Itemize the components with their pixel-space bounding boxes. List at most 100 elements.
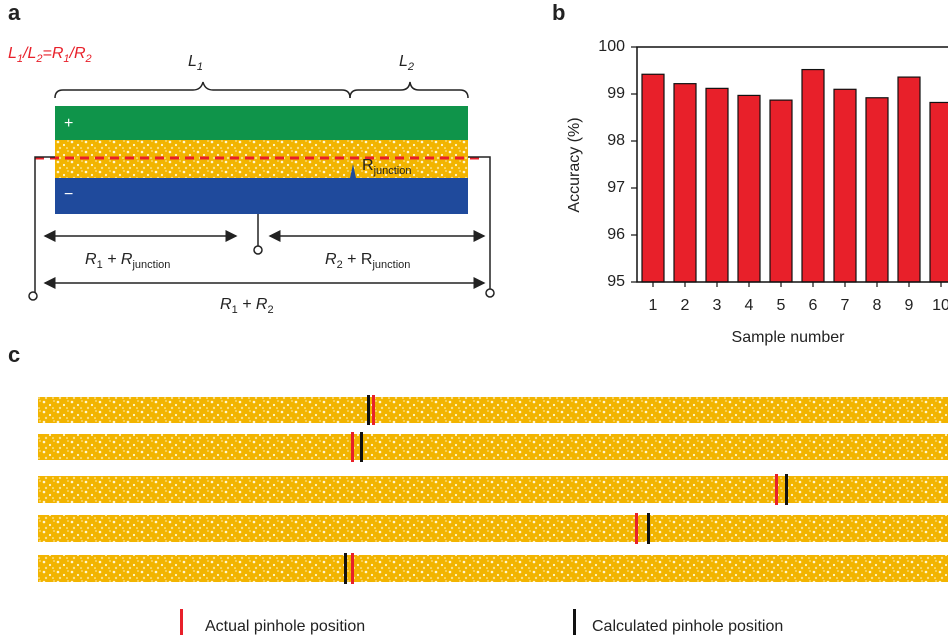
bar [641, 73, 665, 283]
t: 2 [85, 53, 92, 65]
t: R [325, 251, 337, 268]
legend-label: Actual pinhole position [205, 618, 365, 635]
positive-layer [55, 106, 468, 140]
axis-frame [636, 46, 948, 283]
t: 1 [97, 259, 103, 271]
bar [737, 94, 761, 283]
x-tick-label: 7 [841, 297, 850, 314]
actual-marker [351, 432, 354, 462]
bar [801, 68, 825, 283]
t: R [220, 296, 232, 313]
left-resistance: R1 + Rjunction [85, 251, 170, 271]
x-tick-label: 10 [932, 297, 948, 314]
bar [929, 101, 948, 283]
l2-label: L2 [399, 53, 414, 73]
actual-marker [635, 513, 638, 544]
y-tick-label: 98 [607, 132, 625, 149]
panel-c: c Actual pinhole position Calculated pin… [8, 342, 948, 635]
wire [468, 156, 491, 289]
bar [769, 99, 793, 283]
legend-label: Calculated pinhole position [592, 618, 783, 635]
t: R [362, 157, 374, 174]
junction-label: Rjunction [362, 157, 411, 177]
t: 2 [407, 61, 414, 73]
l1-label: L1 [188, 53, 203, 73]
terminal [253, 245, 263, 255]
x-tick-label: 9 [905, 297, 914, 314]
brace [349, 81, 469, 99]
brace [54, 81, 351, 99]
actual-marker [775, 474, 778, 505]
calculated-marker [344, 553, 347, 584]
x-tick-label: 5 [777, 297, 786, 314]
t: 2 [267, 304, 273, 316]
t: + R [343, 251, 373, 268]
minus-sign: − [64, 186, 73, 203]
y-tick-label: 100 [598, 38, 625, 55]
x-tick-label: 6 [809, 297, 818, 314]
t: junction [371, 259, 410, 271]
terminal [485, 288, 495, 298]
y-tick-label: 97 [607, 179, 625, 196]
panel-letter: c [8, 342, 20, 367]
bar [865, 97, 889, 283]
actual-marker [372, 395, 375, 425]
negative-layer [55, 178, 468, 214]
t: L [399, 53, 408, 70]
wire [34, 156, 55, 293]
legend-swatch [180, 609, 183, 635]
y-axis-title: Accuracy (%) [566, 117, 583, 212]
t: 2 [35, 53, 42, 65]
terminal [28, 291, 38, 301]
t: 2 [337, 259, 343, 271]
t: junction [131, 259, 170, 271]
x-tick-label: 2 [681, 297, 690, 314]
right-resistance: R2 + Rjunction [325, 251, 410, 271]
panel-letter: a [8, 0, 21, 25]
t: 1 [63, 53, 69, 65]
actual-marker [351, 553, 354, 584]
t: 1 [232, 304, 238, 316]
y-tick-label: 95 [607, 273, 625, 290]
x-tick-label: 3 [713, 297, 722, 314]
t: R [85, 251, 97, 268]
bar [673, 83, 697, 283]
x-tick-label: 8 [873, 297, 882, 314]
legend-swatch [573, 609, 576, 635]
calculated-marker [367, 395, 370, 425]
strip [38, 515, 948, 542]
t: junction [373, 165, 412, 177]
t: =R [43, 45, 64, 62]
x-axis-title: Sample number [732, 329, 846, 346]
t: 1 [17, 53, 23, 65]
bar [705, 87, 729, 283]
t: + R [238, 296, 268, 313]
ratio-formula: L1/L2=R1/R2 [8, 45, 92, 65]
calculated-marker [785, 474, 788, 505]
panel-letter: b [552, 0, 565, 25]
strip [38, 434, 948, 460]
calculated-marker [360, 432, 363, 462]
t: + R [103, 251, 133, 268]
panel-a: a L1/L2=R1/R2 L1 L2 + − Rjunction R1 + R… [8, 0, 495, 316]
x-tick-label: 1 [649, 297, 658, 314]
calculated-marker [647, 513, 650, 544]
bar [897, 76, 921, 283]
y-tick-label: 96 [607, 226, 625, 243]
x-tick-label: 4 [745, 297, 754, 314]
plus-sign: + [64, 115, 73, 132]
total-resistance: R1 + R2 [220, 296, 274, 316]
bar [833, 88, 857, 283]
t: 1 [197, 61, 203, 73]
t: L [8, 45, 17, 62]
panel-b: b Accuracy (%) Sample number 1 2 3 4 5 6 7 8 9 10… [552, 0, 948, 346]
t: /L [22, 45, 36, 62]
strip [38, 476, 948, 503]
t: L [188, 53, 197, 70]
strip [38, 397, 948, 423]
y-tick-label: 99 [607, 85, 625, 102]
strip [38, 555, 948, 582]
pinhole [350, 164, 356, 178]
t: /R [69, 45, 86, 62]
